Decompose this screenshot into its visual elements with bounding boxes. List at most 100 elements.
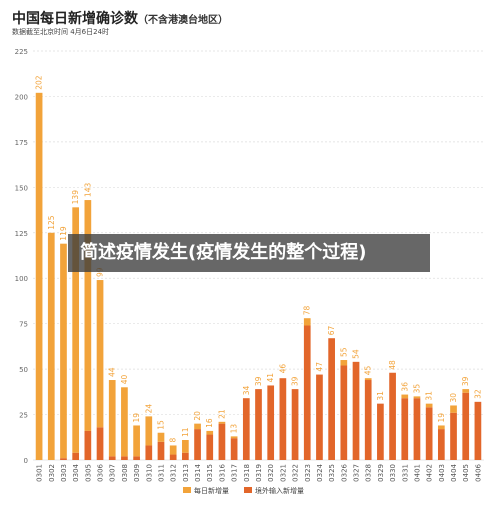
bar-domestic bbox=[401, 394, 409, 399]
bar-imported bbox=[267, 385, 275, 460]
x-tick-label: 0316 bbox=[218, 463, 226, 481]
bar-total-label: 39 bbox=[254, 376, 263, 386]
bar-total-label: 30 bbox=[449, 393, 458, 403]
bar-imported bbox=[462, 392, 470, 460]
x-tick-label: 0314 bbox=[194, 463, 202, 481]
bar-imported bbox=[182, 452, 189, 460]
y-tick-label: 25 bbox=[19, 412, 28, 420]
x-tick-label: 0406 bbox=[474, 463, 482, 481]
bar-imported bbox=[316, 374, 323, 460]
y-tick-label: 200 bbox=[15, 93, 28, 101]
bar-total-label: 21 bbox=[217, 409, 226, 419]
bar-total-label: 44 bbox=[108, 367, 117, 377]
x-tick-label: 0322 bbox=[292, 464, 300, 482]
bar-imported bbox=[108, 456, 116, 460]
bar-imported bbox=[218, 423, 226, 460]
y-tick-label: 100 bbox=[15, 275, 28, 283]
bar-imported bbox=[352, 361, 360, 460]
x-tick-label: 0306 bbox=[97, 463, 105, 481]
x-tick-label: 0320 bbox=[267, 464, 275, 482]
bar-domestic bbox=[218, 421, 226, 424]
bar-total-label: 139 bbox=[71, 190, 80, 205]
bar-domestic bbox=[206, 430, 214, 435]
bar-total-label: 78 bbox=[303, 305, 312, 315]
bar-imported bbox=[194, 429, 201, 460]
bar-total-label: 40 bbox=[120, 375, 129, 385]
bar-total-label: 125 bbox=[47, 215, 56, 230]
x-tick-label: 0330 bbox=[389, 464, 397, 482]
bar-total-label: 36 bbox=[400, 382, 409, 392]
y-tick-label: 0 bbox=[24, 457, 28, 465]
x-tick-label: 0323 bbox=[304, 464, 312, 482]
bar-total-label: 34 bbox=[242, 385, 251, 395]
bar-total-label: 8 bbox=[169, 437, 178, 442]
overlay-banner: 简述疫情发生(疫情发生的整个过程) bbox=[68, 234, 430, 272]
bar-total-label: 99 bbox=[96, 267, 105, 277]
y-tick-label: 175 bbox=[15, 139, 28, 147]
x-tick-label: 0331 bbox=[401, 464, 409, 482]
x-tick-label: 0403 bbox=[438, 464, 446, 482]
x-tick-label: 0318 bbox=[243, 464, 251, 482]
bar-domestic bbox=[303, 318, 311, 326]
bar-total-label: 47 bbox=[315, 362, 324, 372]
bar-total-label: 39 bbox=[291, 376, 300, 386]
x-tick-label: 0312 bbox=[170, 464, 178, 482]
chart-title: 中国每日新增确诊数（不含港澳台地区） bbox=[12, 8, 228, 28]
bar-imported bbox=[437, 429, 445, 460]
bar-imported bbox=[255, 389, 262, 460]
bar-domestic bbox=[182, 440, 189, 453]
bar-domestic bbox=[194, 423, 201, 430]
bar-imported bbox=[145, 445, 153, 460]
x-tick-label: 0301 bbox=[36, 464, 44, 482]
bar-imported bbox=[389, 372, 396, 460]
bar-imported bbox=[474, 401, 482, 460]
bar-total-label: 31 bbox=[376, 391, 385, 401]
bar-domestic bbox=[84, 200, 92, 431]
x-tick-label: 0309 bbox=[133, 464, 141, 482]
bar-total-label: 24 bbox=[144, 404, 153, 414]
bar-total-label: 15 bbox=[156, 420, 165, 430]
chart-title-note: （不含港澳台地区） bbox=[138, 15, 228, 26]
bar-domestic bbox=[437, 425, 445, 430]
x-tick-label: 0310 bbox=[145, 464, 153, 482]
bar-total-label: 11 bbox=[181, 427, 190, 437]
bar-total-label: 202 bbox=[35, 75, 44, 90]
bar-total-label: 39 bbox=[461, 376, 470, 386]
bar-imported bbox=[340, 365, 348, 460]
bar-total-label: 19 bbox=[132, 413, 141, 423]
bar-domestic bbox=[230, 436, 238, 439]
bar-total-label: 46 bbox=[278, 364, 287, 374]
x-tick-label: 0404 bbox=[450, 463, 458, 481]
bar-imported bbox=[96, 427, 104, 460]
bar-domestic bbox=[462, 389, 470, 393]
y-tick-label: 150 bbox=[15, 184, 28, 192]
bar-imported bbox=[72, 452, 80, 460]
x-tick-label: 0324 bbox=[316, 463, 324, 481]
bar-imported bbox=[242, 398, 250, 460]
bar-imported bbox=[84, 430, 92, 460]
bar-domestic bbox=[72, 207, 80, 453]
y-tick-label: 125 bbox=[15, 230, 28, 238]
x-tick-label: 0315 bbox=[206, 464, 214, 482]
bar-domestic bbox=[60, 243, 67, 459]
bar-domestic bbox=[35, 92, 43, 460]
bar-imported bbox=[328, 338, 335, 460]
x-tick-label: 0317 bbox=[231, 464, 239, 482]
x-tick-label: 0402 bbox=[426, 464, 434, 482]
chart-subtitle: 数据截至北京时间 4月6日24时 bbox=[12, 28, 110, 36]
bar-total-label: 41 bbox=[266, 373, 275, 383]
bar-imported bbox=[303, 325, 311, 460]
bar-total-label: 45 bbox=[364, 365, 373, 375]
bar-total-label: 32 bbox=[473, 389, 482, 399]
legend-label-imported: 境外输入新增量 bbox=[255, 486, 304, 495]
legend-swatch-imported bbox=[244, 487, 252, 493]
x-tick-label: 0302 bbox=[48, 464, 56, 482]
x-tick-label: 0319 bbox=[255, 464, 263, 482]
bar-total-label: 143 bbox=[83, 183, 92, 198]
x-tick-label: 0327 bbox=[353, 464, 361, 482]
bar-total-label: 20 bbox=[193, 411, 202, 421]
x-tick-label: 0304 bbox=[72, 463, 80, 481]
bar-domestic bbox=[47, 232, 55, 460]
x-tick-label: 0325 bbox=[328, 464, 336, 482]
